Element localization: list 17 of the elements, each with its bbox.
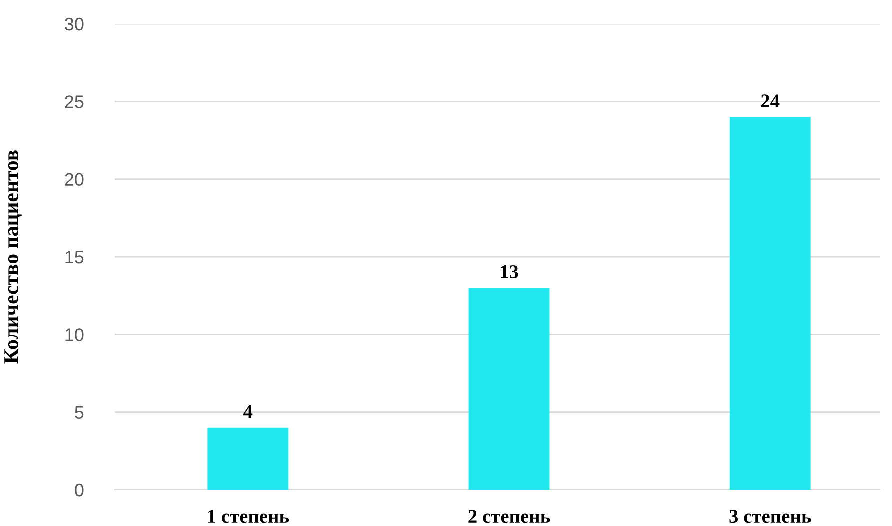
y-tick-label: 25 [65,96,84,108]
y-tick-label: 15 [66,251,84,264]
bar [730,117,811,490]
data-label: 24 [761,94,780,108]
x-tick-label: 1 степень [208,510,290,524]
x-tick-label: 2 степень [468,510,550,524]
x-tick-label: 3 степень [730,510,812,524]
y-tick-label: 0 [75,484,84,497]
data-label: 13 [501,265,518,279]
y-tick-label: 10 [66,328,84,342]
y-axis-title: Количество пациентов [4,150,22,364]
bar [208,428,289,490]
y-tick-label: 5 [75,406,84,420]
data-label: 4 [244,405,253,418]
y-tick-label: 20 [65,173,84,186]
y-tick-label: 30 [65,18,84,31]
bar [468,288,550,490]
